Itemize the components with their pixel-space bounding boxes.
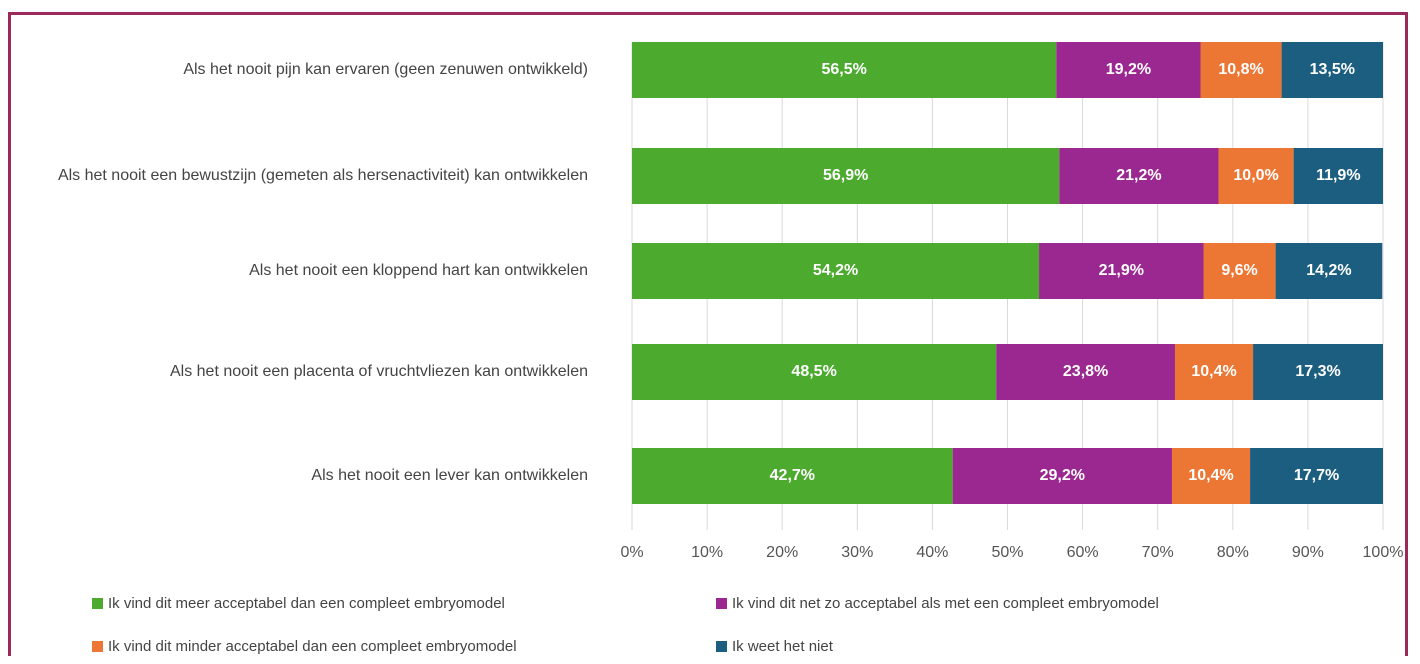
data-label: 54,2% xyxy=(813,262,858,279)
bar-segment xyxy=(632,344,997,400)
category-label: Als het nooit pijn kan ervaren (geen zen… xyxy=(183,61,588,78)
data-label: 17,3% xyxy=(1295,363,1340,380)
data-label: 17,7% xyxy=(1294,467,1339,484)
bar-segment xyxy=(632,42,1057,98)
bar-segment xyxy=(1203,243,1276,299)
legend-label: Ik vind dit net zo acceptabel als met ee… xyxy=(732,595,1159,612)
legend-swatch xyxy=(92,641,103,652)
category-label: Als het nooit een lever kan ontwikkelen xyxy=(311,467,588,484)
x-tick-label: 50% xyxy=(991,544,1023,561)
data-label: 56,9% xyxy=(823,167,868,184)
bar-segment xyxy=(1174,344,1254,400)
bar-segment xyxy=(1056,42,1201,98)
data-label: 21,2% xyxy=(1116,167,1161,184)
data-label: 9,6% xyxy=(1221,262,1257,279)
legend-item: Ik vind dit net zo acceptabel als met ee… xyxy=(716,595,1159,612)
legend-label: Ik weet het niet xyxy=(732,638,833,655)
legend-item: Ik vind dit minder acceptabel dan een co… xyxy=(92,638,517,655)
bar-segment xyxy=(1200,42,1282,98)
legend-label: Ik vind dit meer acceptabel dan een comp… xyxy=(108,595,505,612)
data-label: 10,0% xyxy=(1233,167,1278,184)
legend-swatch xyxy=(716,598,727,609)
x-tick-label: 10% xyxy=(691,544,723,561)
legend-item: Ik vind dit meer acceptabel dan een comp… xyxy=(92,595,505,612)
data-label: 13,5% xyxy=(1310,61,1355,78)
legend-item: Ik weet het niet xyxy=(716,638,833,655)
category-label: Als het nooit een placenta of vruchtvlie… xyxy=(169,363,588,380)
bar-segment xyxy=(632,148,1060,204)
data-label: 48,5% xyxy=(791,363,836,380)
bar-segment xyxy=(952,448,1172,504)
legend-swatch xyxy=(92,598,103,609)
bar-segment xyxy=(1281,42,1383,98)
bar-segment xyxy=(1250,448,1383,504)
data-label: 14,2% xyxy=(1306,262,1351,279)
category-label: Als het nooit een bewustzijn (gemeten al… xyxy=(57,167,588,184)
data-label: 19,2% xyxy=(1106,61,1151,78)
x-tick-label: 80% xyxy=(1217,544,1249,561)
bar-segment xyxy=(1218,148,1294,204)
x-tick-label: 100% xyxy=(1363,544,1404,561)
bar-segment xyxy=(1253,344,1383,400)
data-label: 29,2% xyxy=(1040,467,1085,484)
bar-segment xyxy=(1059,148,1219,204)
data-label: 10,4% xyxy=(1188,467,1233,484)
data-label: 11,9% xyxy=(1316,167,1360,184)
x-tick-label: 40% xyxy=(916,544,948,561)
x-tick-label: 60% xyxy=(1067,544,1099,561)
legend-swatch xyxy=(716,641,727,652)
bar-segment xyxy=(1039,243,1204,299)
bar-segment xyxy=(632,243,1040,299)
x-tick-label: 20% xyxy=(766,544,798,561)
data-label: 10,4% xyxy=(1191,363,1236,380)
x-tick-label: 30% xyxy=(841,544,873,561)
x-tick-label: 0% xyxy=(620,544,643,561)
bar-segment xyxy=(1275,243,1383,299)
x-tick-label: 90% xyxy=(1292,544,1324,561)
bar-segment xyxy=(632,448,953,504)
data-label: 56,5% xyxy=(821,61,866,78)
x-tick-label: 70% xyxy=(1142,544,1174,561)
bar-segment xyxy=(996,344,1175,400)
data-label: 21,9% xyxy=(1099,262,1144,279)
data-label: 10,8% xyxy=(1218,61,1263,78)
legend-label: Ik vind dit minder acceptabel dan een co… xyxy=(108,638,517,655)
data-label: 42,7% xyxy=(770,467,815,484)
data-label: 23,8% xyxy=(1063,363,1108,380)
category-label: Als het nooit een kloppend hart kan ontw… xyxy=(249,262,588,279)
frame xyxy=(8,12,1408,656)
bar-segment xyxy=(1293,148,1383,204)
bar-segment xyxy=(1171,448,1251,504)
